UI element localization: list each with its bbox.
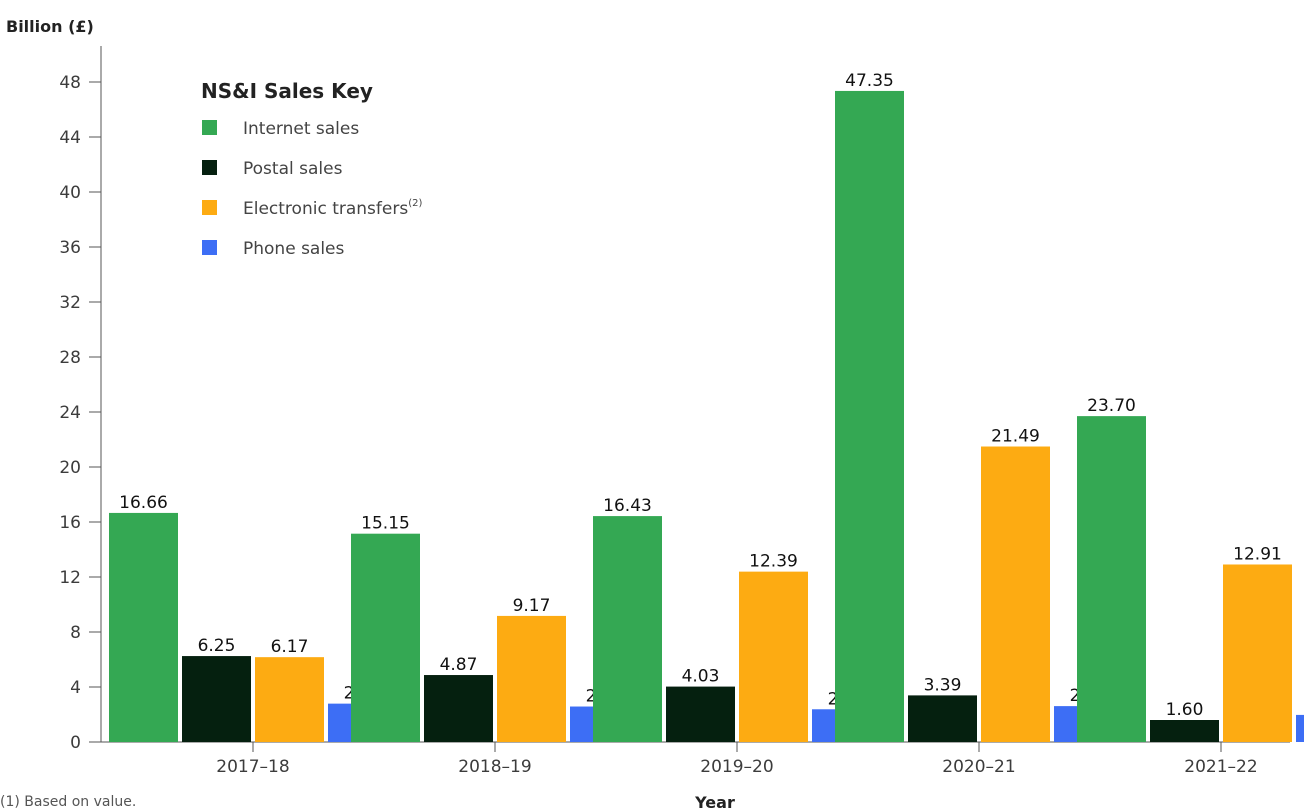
y-tick-label: 8 <box>70 623 81 643</box>
data-label: 12.39 <box>749 552 798 572</box>
data-label: 4.87 <box>440 655 478 675</box>
x-axis-title: Year <box>694 793 735 812</box>
legend-swatch <box>202 200 217 215</box>
data-label: 6.17 <box>271 637 309 657</box>
bar <box>739 571 808 742</box>
bar <box>182 656 251 742</box>
legend-footnote-marker: (2) <box>408 198 422 209</box>
bar <box>981 446 1050 742</box>
y-tick-label: 28 <box>59 348 81 368</box>
data-label: 47.35 <box>845 71 894 91</box>
x-tick-label: 2019–20 <box>700 757 773 777</box>
legend-label: Electronic transfers(2) <box>243 198 422 219</box>
x-tick-label: 2017–18 <box>216 757 289 777</box>
bar <box>109 512 178 742</box>
legend-label: Postal sales <box>243 159 343 179</box>
data-label: 23.70 <box>1087 396 1136 416</box>
data-label: 15.15 <box>361 514 410 534</box>
bar <box>1077 416 1146 742</box>
x-tick-label: 2020–21 <box>942 757 1015 777</box>
y-axis-title: Billion (£) <box>6 17 94 36</box>
bar <box>1223 564 1292 742</box>
bar <box>424 675 493 742</box>
legend-title: NS&I Sales Key <box>201 79 373 103</box>
data-label: 16.66 <box>119 493 168 513</box>
bar <box>255 657 324 742</box>
data-label: 9.17 <box>513 596 551 616</box>
y-tick-label: 32 <box>59 293 81 313</box>
y-tick-label: 16 <box>59 513 81 533</box>
x-tick-label: 2021–22 <box>1184 757 1257 777</box>
footnote: (1) Based on value. <box>0 794 136 810</box>
data-label: 16.43 <box>603 496 652 516</box>
y-tick-label: 24 <box>59 403 81 423</box>
legend-swatch <box>202 160 217 175</box>
bar <box>835 90 904 742</box>
y-tick-label: 12 <box>59 568 81 588</box>
data-label: 21.49 <box>991 427 1040 447</box>
bar <box>1296 714 1304 742</box>
bar <box>666 686 735 742</box>
y-tick-label: 4 <box>70 678 81 698</box>
bar <box>593 516 662 742</box>
bar <box>351 533 420 742</box>
y-tick-label: 36 <box>59 238 81 258</box>
data-label: 12.91 <box>1233 544 1282 564</box>
x-axis: 2017–18 2018–19 2019–20 2020–21 2021–22 <box>101 741 1290 777</box>
bar <box>497 615 566 742</box>
legend-label: Internet sales <box>243 119 359 139</box>
legend: NS&I Sales Key Internet sales Postal sales… <box>201 79 422 259</box>
x-tick-label: 2018–19 <box>458 757 531 777</box>
y-tick-label: 44 <box>59 128 81 148</box>
y-tick-label: 20 <box>59 458 81 478</box>
legend-swatch <box>202 240 217 255</box>
y-tick-label: 0 <box>70 733 81 753</box>
bar <box>1150 720 1219 742</box>
data-label: 6.25 <box>198 636 236 656</box>
y-tick-label: 48 <box>59 73 81 93</box>
bar-series-group: 16.666.256.172.7915.154.879.172.5816.434… <box>109 71 1304 742</box>
y-tick-label: 40 <box>59 183 81 203</box>
bar <box>908 695 977 742</box>
data-label: 1.60 <box>1166 700 1204 720</box>
legend-label: Phone sales <box>243 239 345 259</box>
data-label: 4.03 <box>682 667 720 687</box>
legend-swatch <box>202 120 217 135</box>
data-label: 3.39 <box>924 675 962 695</box>
